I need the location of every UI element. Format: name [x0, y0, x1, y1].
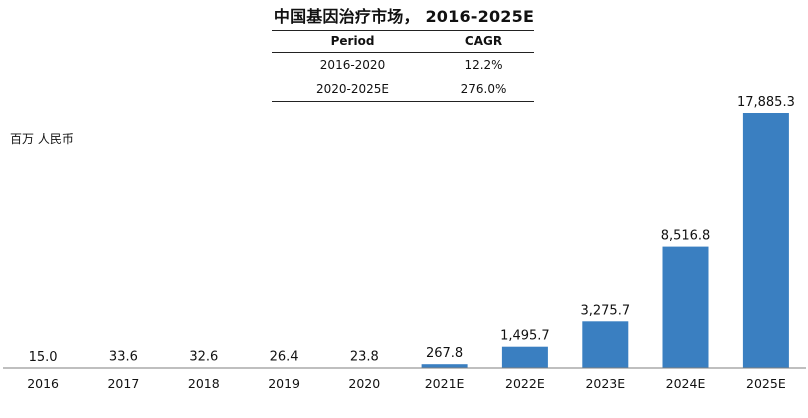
cagr-value-cell: 276.0% [433, 77, 534, 102]
x-tick-label: 2022E [505, 376, 545, 391]
data-label: 23.8 [350, 350, 379, 365]
data-label: 32.6 [189, 350, 218, 365]
x-tick-label: 2021E [425, 376, 465, 391]
data-label: 1,495.7 [500, 329, 550, 344]
bar-2025E [742, 113, 789, 368]
data-label: 17,885.3 [737, 95, 795, 110]
x-tick-label: 2018 [188, 376, 220, 391]
bar-2023E [582, 321, 629, 368]
cagr-table: Period CAGR 2016-2020 12.2% 2020-2025E 2… [272, 30, 534, 102]
data-label: 8,516.8 [661, 229, 711, 244]
y-unit-label: 百万 人民币 [10, 132, 74, 146]
x-tick-label: 2020 [348, 376, 380, 391]
cagr-header-cagr: CAGR [433, 30, 534, 53]
data-label: 33.6 [109, 350, 138, 365]
cagr-period-cell: 2020-2025E [272, 77, 434, 102]
data-label: 15.0 [29, 350, 58, 365]
x-tick-label: 2024E [666, 376, 706, 391]
x-tick-label: 2025E [746, 376, 786, 391]
data-label: 26.4 [270, 350, 299, 365]
x-tick-label: 2017 [107, 376, 139, 391]
cagr-table-header-row: Period CAGR [272, 30, 534, 53]
x-tick-label: 2023E [585, 376, 625, 391]
x-tick-label: 2016 [27, 376, 59, 391]
data-label: 267.8 [426, 346, 463, 361]
chart-title: 中国基因治疗市场， 2016-2025E [273, 7, 535, 26]
cagr-table-row: 2020-2025E 276.0% [272, 77, 534, 102]
bar-2022E [501, 346, 548, 369]
x-tick-label: 2019 [268, 376, 300, 391]
bar-2021E [421, 364, 468, 369]
cagr-table-row: 2016-2020 12.2% [272, 53, 534, 78]
data-label: 3,275.7 [580, 303, 630, 318]
cagr-header-period: Period [272, 30, 434, 53]
bar-2024E [662, 246, 709, 369]
cagr-value-cell: 12.2% [464, 58, 503, 72]
cagr-period-cell: 2016-2020 [319, 58, 386, 72]
